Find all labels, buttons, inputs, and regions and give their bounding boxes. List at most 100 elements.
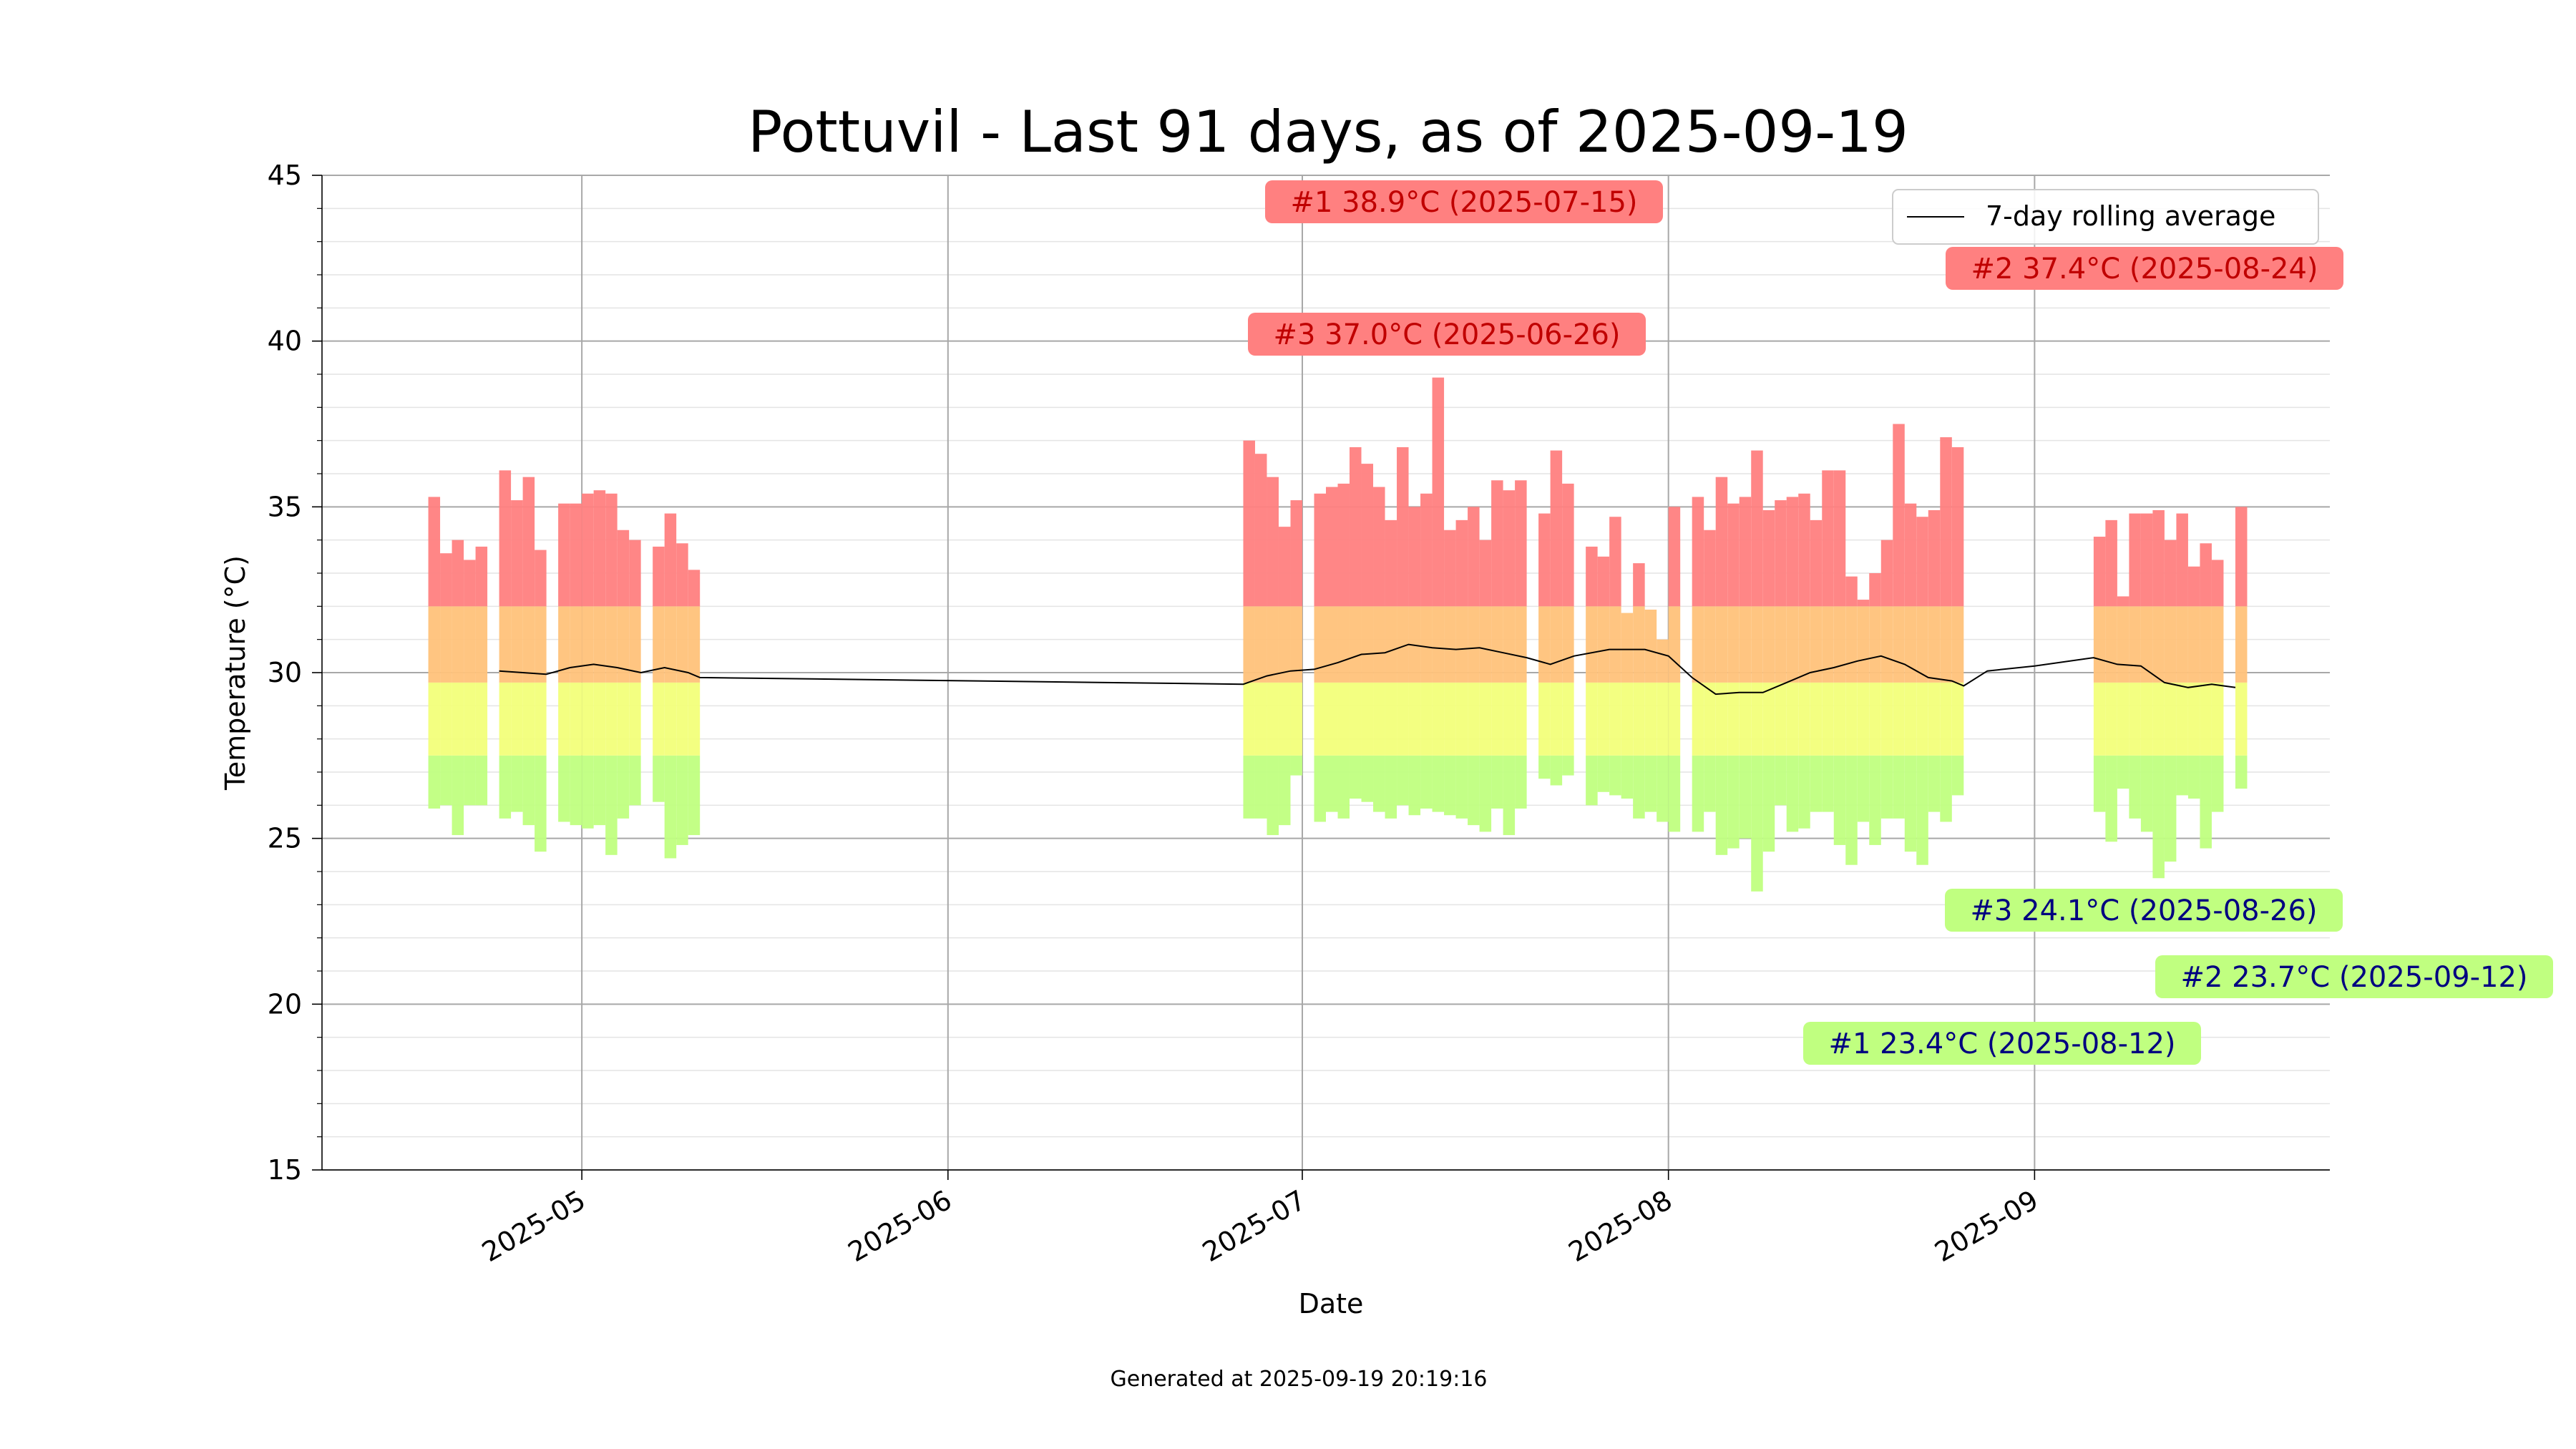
bar-band: [1562, 483, 1574, 607]
temperature-bar: [2105, 519, 2117, 842]
bar-band: [1468, 755, 1480, 826]
bar-band: [1940, 606, 1952, 683]
bar-band: [475, 606, 488, 683]
bar-band: [1515, 682, 1527, 756]
bar-band: [1243, 755, 1255, 819]
temperature-bar: [1751, 450, 1763, 892]
bar-band: [605, 755, 618, 855]
bar-band: [1951, 682, 1964, 756]
bar-band: [1337, 682, 1350, 756]
temperature-bar: [511, 500, 523, 812]
bar-band: [2164, 755, 2177, 862]
bar-band: [2187, 755, 2200, 799]
bar-band: [1562, 682, 1574, 756]
bar-band: [1880, 540, 1893, 607]
temperature-bar: [1893, 424, 1905, 819]
bar-band: [464, 682, 476, 756]
temperature-bar: [2200, 543, 2212, 849]
bar-band: [558, 606, 570, 683]
bar-band: [1739, 682, 1752, 756]
bar-band: [464, 755, 476, 806]
bar-band: [464, 560, 476, 607]
annotation-box: [1803, 1022, 2201, 1065]
bar-band: [2164, 682, 2177, 756]
bar-band: [1503, 490, 1516, 607]
bar-band: [1550, 755, 1563, 786]
bar-band: [1893, 424, 1905, 607]
temperature-bar: [522, 477, 535, 826]
bar-band: [1822, 470, 1834, 607]
temperature-bar: [558, 503, 570, 822]
bar-band: [1503, 755, 1516, 836]
annotation-box: [1265, 180, 1663, 223]
bar-band: [1408, 606, 1421, 683]
temperature-bar: [653, 546, 665, 802]
temperature-bar: [1715, 477, 1728, 855]
x-axis-label: Date: [1299, 1288, 1364, 1319]
annotation-box: [1248, 313, 1646, 356]
bar-band: [1432, 682, 1445, 756]
bar-band: [1314, 493, 1326, 607]
bar-band: [593, 755, 606, 826]
bar-band: [1373, 487, 1385, 607]
bar-band: [1468, 682, 1480, 756]
bar-band: [2176, 513, 2188, 607]
bar-band: [1586, 546, 1598, 607]
bar-band: [1880, 606, 1893, 683]
bar-band: [2187, 566, 2200, 607]
temperature-bar: [1314, 493, 1326, 822]
bar-band: [1326, 755, 1338, 812]
bar-band: [2211, 606, 2224, 683]
temperature-bar: [1609, 517, 1621, 796]
bar-band: [1432, 755, 1445, 812]
annotation-label: #1 38.9°C (2025-07-15): [1290, 186, 1637, 219]
bar-band: [2129, 513, 2141, 607]
bar-band: [1267, 477, 1279, 607]
bar-band: [1940, 755, 1952, 822]
bar-band: [1267, 606, 1279, 683]
bar-band: [1290, 500, 1302, 607]
bar-band: [499, 470, 512, 607]
bar-band: [1751, 606, 1763, 683]
bar-band: [2235, 606, 2248, 683]
x-ticks: 2025-05 2025-06 2025-07 2025-08 2025-09: [477, 1170, 2044, 1268]
generated-footer: Generated at 2025-09-19 20:19:16: [1111, 1367, 1488, 1392]
bar-band: [1290, 682, 1302, 756]
bar-band: [558, 682, 570, 756]
temperature-bar: [1704, 530, 1716, 812]
bar-band: [1715, 682, 1728, 756]
bar-band: [1491, 480, 1503, 607]
temperature-bar: [570, 503, 582, 826]
bar-band: [1597, 556, 1610, 607]
bar-band: [1538, 755, 1551, 779]
bar-band: [428, 497, 441, 607]
bar-band: [1940, 682, 1952, 756]
bar-band: [1254, 454, 1267, 607]
bar-band: [1739, 755, 1752, 839]
temperature-bar: [2140, 513, 2153, 832]
bar-band: [1727, 503, 1740, 607]
bar-band: [1278, 755, 1291, 826]
bar-band: [1385, 682, 1397, 756]
legend-box: [1892, 189, 2319, 245]
bar-band: [1916, 517, 1928, 607]
bar-band: [475, 546, 488, 607]
bar-band: [1444, 755, 1456, 816]
bar-band: [1278, 606, 1291, 683]
bar-band: [629, 606, 641, 683]
bar-band: [2117, 755, 2129, 789]
bar-band: [535, 755, 547, 852]
annotation-label: #3 24.1°C (2025-08-26): [1970, 894, 2317, 927]
annotation-cool: #3 24.1°C (2025-08-26): [1945, 889, 2343, 932]
y-tick-label: 45: [268, 160, 302, 191]
bar-band: [1916, 755, 1928, 865]
bar-band: [2235, 507, 2248, 607]
bar-band: [1739, 606, 1752, 683]
x-tick-label: 2025-07: [1197, 1184, 1312, 1268]
bar-band: [1786, 682, 1799, 756]
temperature-bar: [1762, 509, 1775, 852]
temperature-bar: [617, 530, 630, 819]
bar-band: [1775, 682, 1787, 756]
bar-band: [1515, 755, 1527, 809]
bar-band: [440, 682, 452, 756]
